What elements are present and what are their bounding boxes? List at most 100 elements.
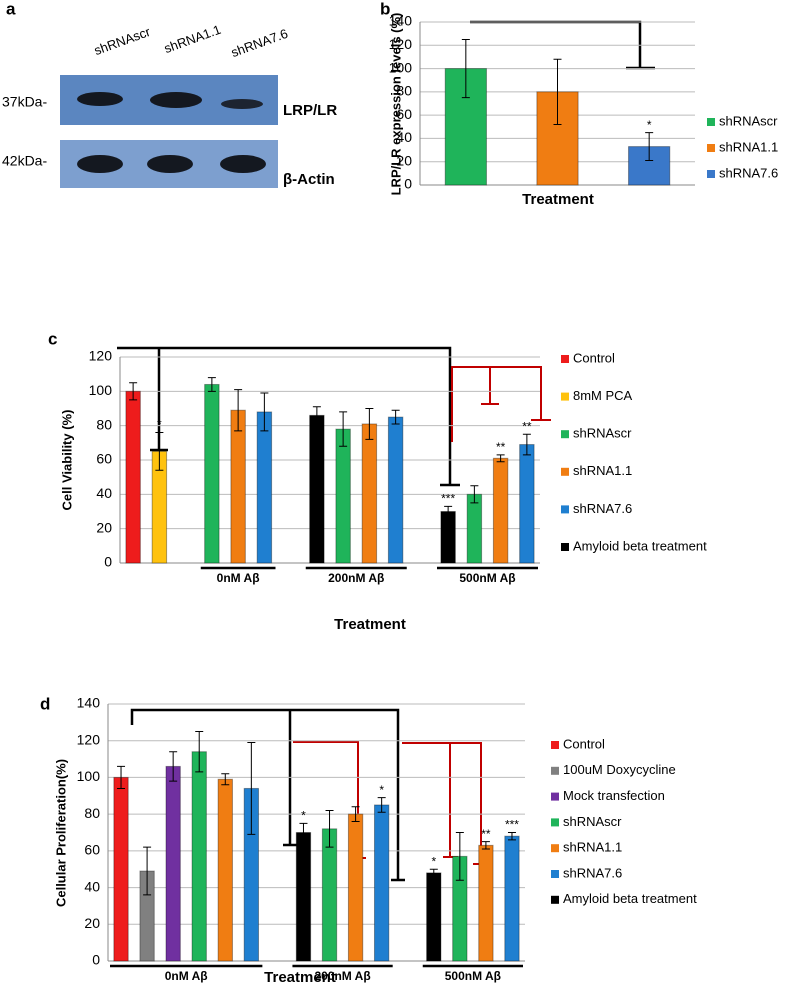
error-bar — [444, 505, 453, 518]
bar — [204, 383, 220, 564]
legend-swatch — [551, 792, 559, 801]
y-tick-label: 0 — [404, 176, 412, 192]
error-bar — [461, 38, 470, 99]
legend-swatch — [551, 895, 559, 904]
annotation: * — [157, 418, 162, 432]
y-tick-label: 40 — [84, 878, 100, 894]
legend-label: 8mM PCA — [573, 388, 633, 403]
y-axis-label: Cellular Proliferation(%) — [53, 759, 68, 907]
y-tick-label: 20 — [96, 519, 112, 535]
y-tick-label: 100 — [77, 768, 101, 784]
y-tick-label: 80 — [396, 83, 412, 99]
x-tick-label: 200nM Aβ — [314, 969, 370, 983]
error-bar — [312, 406, 321, 425]
legend-swatch — [551, 766, 559, 775]
annotation: ** — [496, 440, 506, 454]
bar — [387, 416, 404, 564]
y-axis-label: Cell Viability (%) — [59, 410, 74, 511]
y-tick-label: 100 — [389, 59, 413, 75]
legend-swatch — [551, 818, 559, 827]
bar — [309, 414, 325, 564]
error-bar — [260, 392, 269, 432]
x-axis-label: Treatment — [264, 969, 336, 986]
legend-label: shRNAscr — [573, 426, 632, 441]
legend-label: Control — [573, 350, 615, 365]
error-bar — [391, 409, 400, 425]
error-bar — [553, 58, 562, 125]
significance-bracket — [293, 366, 551, 865]
error-bar — [117, 765, 126, 789]
bar — [466, 493, 483, 564]
bar — [373, 804, 390, 962]
error-bar — [351, 806, 360, 822]
legend-label: Control — [563, 736, 605, 751]
error-bar — [221, 773, 230, 786]
bar — [335, 428, 351, 564]
legend-swatch — [707, 144, 715, 152]
marker-label: 42kDa- — [2, 153, 47, 169]
bar — [113, 776, 129, 962]
y-tick-label: 140 — [77, 695, 101, 711]
error-bar — [507, 832, 516, 841]
legend-swatch — [551, 741, 559, 749]
legend-swatch — [561, 430, 569, 439]
annotation: * — [301, 808, 306, 822]
blot-band — [150, 92, 202, 108]
y-tick-label: 100 — [89, 382, 113, 398]
bar — [217, 778, 233, 962]
error-bar — [645, 132, 654, 162]
x-tick-label: 500nM Aβ — [445, 969, 501, 983]
legend-label: Amyloid beta treatment — [573, 538, 707, 553]
legend-label: shRNAscr — [563, 814, 622, 829]
bar — [191, 751, 207, 962]
annotation: *** — [441, 492, 455, 506]
legend-label: 100uM Doxycycline — [563, 762, 676, 777]
bar — [230, 409, 246, 564]
lane-label: shRNA7.6 — [229, 26, 290, 60]
legend-swatch — [561, 355, 569, 363]
legend-swatch — [561, 505, 569, 514]
error-bar — [155, 432, 164, 471]
blot-band — [221, 99, 263, 109]
legend-swatch — [551, 844, 559, 853]
bar — [361, 423, 378, 564]
y-tick-label: 120 — [77, 731, 101, 747]
panel-label: b — [380, 0, 390, 18]
legend-swatch — [561, 467, 569, 476]
y-tick-label: 0 — [92, 952, 100, 968]
error-bar — [195, 731, 204, 773]
legend-swatch — [561, 392, 569, 401]
legend-swatch — [707, 118, 715, 126]
error-bar — [299, 822, 308, 843]
legend-swatch — [561, 543, 569, 551]
error-bar — [470, 485, 479, 504]
bar — [504, 835, 520, 962]
bar — [295, 832, 312, 962]
bar — [125, 390, 141, 564]
lane-label: shRNAscr — [92, 24, 153, 58]
y-tick-label: 120 — [389, 36, 413, 52]
bar — [347, 813, 364, 962]
x-tick-label: 200nM Aβ — [328, 571, 384, 585]
panel-label: a — [6, 0, 16, 18]
annotation: * — [647, 118, 652, 132]
error-bar — [481, 841, 490, 850]
annotation: * — [379, 783, 384, 797]
western-blot — [60, 75, 278, 188]
error-bar — [143, 846, 152, 896]
legend-label: shRNAscr — [719, 113, 778, 128]
y-tick-label: 20 — [84, 915, 100, 931]
error-bar — [234, 389, 243, 432]
error-bar — [169, 751, 178, 782]
y-tick-label: 60 — [96, 451, 112, 467]
x-tick-label: 0nM Aβ — [217, 571, 260, 585]
error-bar — [429, 868, 438, 878]
annotation: ** — [522, 419, 532, 433]
bar — [519, 444, 535, 564]
legend-label: Mock transfection — [563, 788, 665, 803]
blot-band — [147, 155, 193, 173]
bar — [426, 872, 442, 962]
x-axis-label: Treatment — [334, 616, 406, 633]
x-tick-label: 0nM Aβ — [165, 969, 208, 983]
